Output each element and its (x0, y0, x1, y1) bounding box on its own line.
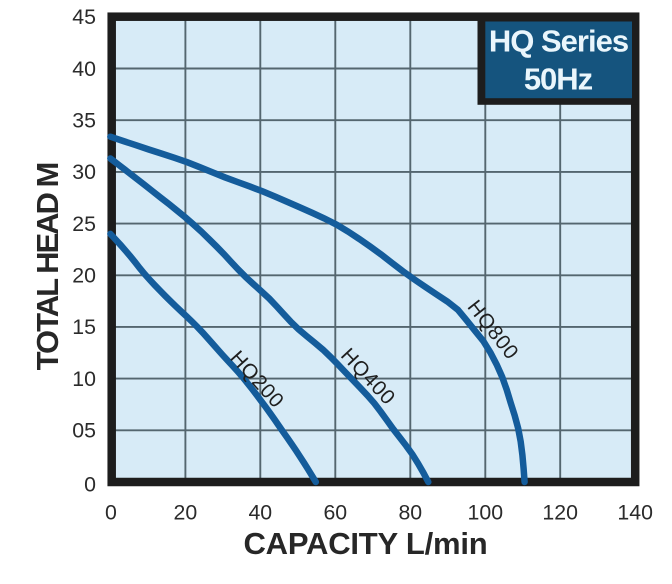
svg-text:05: 05 (72, 419, 96, 443)
svg-text:100: 100 (468, 501, 504, 525)
svg-text:120: 120 (542, 501, 578, 525)
svg-text:20: 20 (174, 501, 198, 525)
svg-text:30: 30 (72, 160, 96, 184)
svg-text:140: 140 (617, 501, 653, 525)
svg-text:0: 0 (105, 501, 117, 525)
svg-text:15: 15 (72, 315, 96, 339)
svg-text:TOTAL HEAD M: TOTAL HEAD M (30, 163, 65, 370)
svg-text:0: 0 (84, 473, 96, 497)
svg-text:10: 10 (72, 367, 96, 391)
svg-text:35: 35 (72, 109, 96, 133)
svg-text:40: 40 (248, 501, 272, 525)
svg-text:40: 40 (72, 57, 96, 81)
svg-text:50Hz: 50Hz (524, 62, 593, 97)
svg-text:CAPACITY L/min: CAPACITY L/min (243, 526, 487, 561)
svg-text:25: 25 (72, 212, 96, 236)
svg-text:20: 20 (72, 264, 96, 288)
svg-text:60: 60 (323, 501, 347, 525)
svg-text:80: 80 (398, 501, 422, 525)
svg-text:HQ Series: HQ Series (489, 24, 628, 59)
svg-text:45: 45 (72, 5, 96, 29)
